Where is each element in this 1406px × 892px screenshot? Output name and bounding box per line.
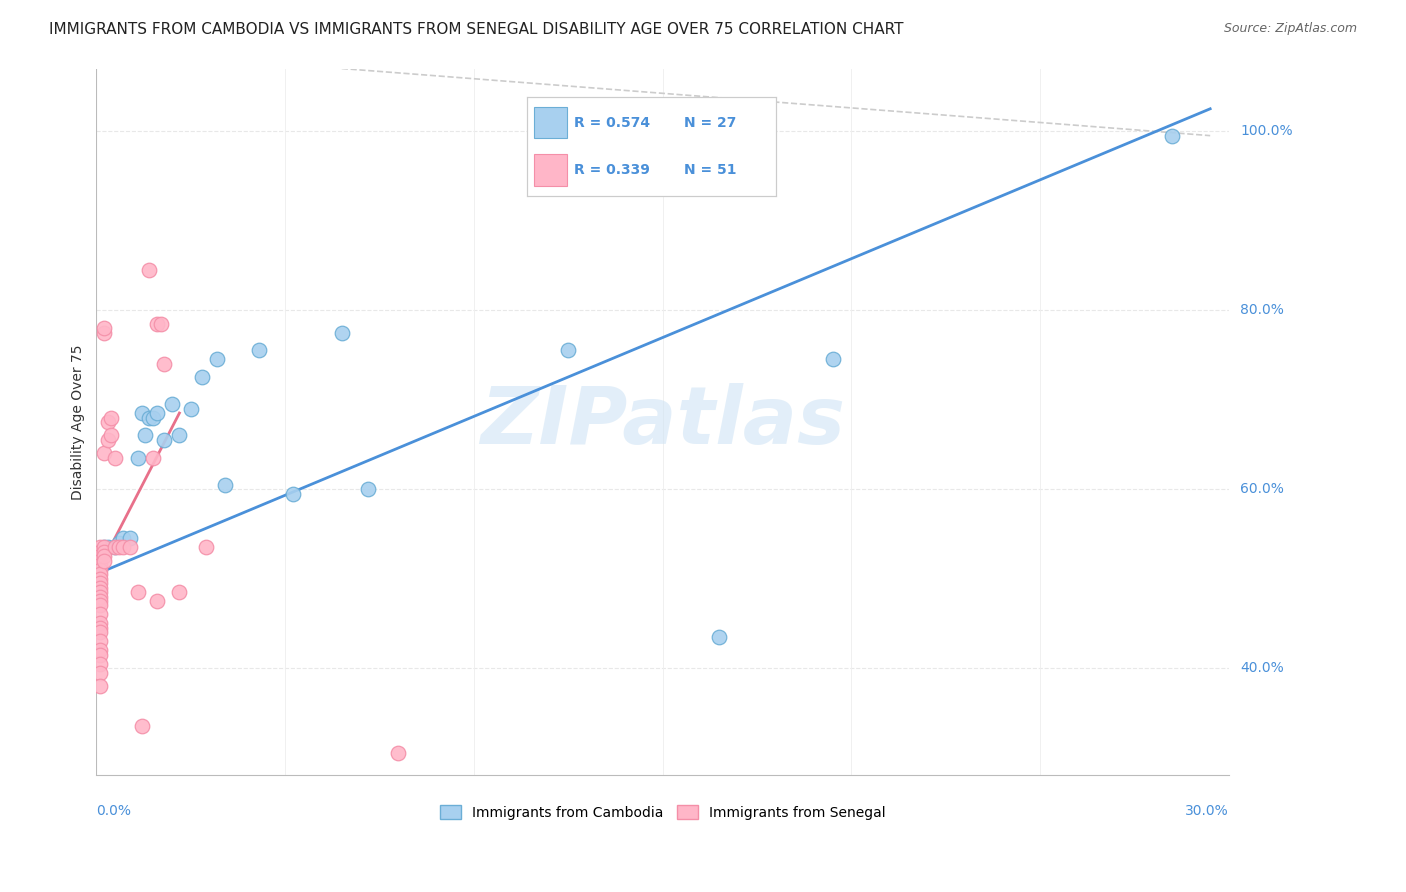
Point bbox=[108, 541, 131, 555]
Point bbox=[145, 406, 167, 420]
Point bbox=[89, 634, 111, 648]
Point bbox=[214, 477, 236, 491]
Point bbox=[111, 532, 134, 546]
Point bbox=[97, 541, 120, 555]
Point bbox=[93, 541, 115, 555]
Point bbox=[89, 541, 111, 555]
Point bbox=[104, 541, 127, 555]
Point bbox=[281, 486, 304, 500]
Point bbox=[93, 549, 115, 564]
Point bbox=[89, 599, 111, 613]
Point bbox=[89, 625, 111, 640]
Text: 0.0%: 0.0% bbox=[97, 804, 131, 818]
Text: ZIPatlas: ZIPatlas bbox=[481, 383, 845, 461]
Point bbox=[153, 433, 176, 447]
Point bbox=[169, 428, 191, 442]
Point bbox=[194, 541, 217, 555]
Point bbox=[89, 590, 111, 604]
Point bbox=[93, 446, 115, 460]
Point bbox=[93, 554, 115, 568]
Text: 100.0%: 100.0% bbox=[1240, 124, 1294, 138]
Point bbox=[142, 450, 165, 465]
Point bbox=[131, 719, 153, 733]
Point bbox=[120, 532, 142, 546]
Point bbox=[93, 545, 115, 559]
Point bbox=[142, 410, 165, 425]
Point bbox=[330, 326, 353, 340]
Point bbox=[97, 415, 120, 429]
Point bbox=[108, 536, 131, 550]
Point bbox=[89, 665, 111, 680]
Point bbox=[89, 545, 111, 559]
Point bbox=[357, 482, 380, 496]
Point bbox=[1161, 128, 1184, 143]
Point bbox=[104, 541, 127, 555]
Point bbox=[104, 450, 127, 465]
Point bbox=[138, 263, 160, 277]
Text: Source: ZipAtlas.com: Source: ZipAtlas.com bbox=[1223, 22, 1357, 36]
Point bbox=[89, 679, 111, 693]
Point bbox=[149, 317, 172, 331]
Point bbox=[89, 607, 111, 622]
Point bbox=[145, 594, 167, 608]
Point bbox=[89, 554, 111, 568]
Y-axis label: Disability Age Over 75: Disability Age Over 75 bbox=[72, 344, 86, 500]
Point bbox=[120, 541, 142, 555]
Point bbox=[89, 585, 111, 599]
Point bbox=[89, 648, 111, 662]
Point bbox=[89, 594, 111, 608]
Point bbox=[709, 630, 731, 644]
Point bbox=[100, 428, 122, 442]
Point bbox=[89, 563, 111, 577]
Point bbox=[93, 541, 115, 555]
Point bbox=[100, 410, 122, 425]
Point bbox=[138, 410, 160, 425]
Point bbox=[191, 370, 214, 384]
Point bbox=[89, 567, 111, 582]
Text: 40.0%: 40.0% bbox=[1240, 661, 1284, 675]
Point bbox=[205, 352, 228, 367]
Point bbox=[89, 549, 111, 564]
Point bbox=[89, 643, 111, 657]
Legend: Immigrants from Cambodia, Immigrants from Senegal: Immigrants from Cambodia, Immigrants fro… bbox=[434, 799, 891, 825]
Point bbox=[247, 343, 270, 358]
Point bbox=[821, 352, 844, 367]
Point bbox=[134, 428, 156, 442]
Text: 80.0%: 80.0% bbox=[1240, 303, 1284, 318]
Point bbox=[89, 558, 111, 573]
Point bbox=[89, 621, 111, 635]
Point bbox=[89, 576, 111, 591]
Point bbox=[127, 585, 149, 599]
Point bbox=[180, 401, 202, 416]
Point bbox=[97, 433, 120, 447]
Point bbox=[131, 406, 153, 420]
Point bbox=[127, 450, 149, 465]
Point bbox=[169, 585, 191, 599]
Point bbox=[93, 326, 115, 340]
Point bbox=[387, 746, 409, 760]
Point bbox=[111, 541, 134, 555]
Point bbox=[160, 397, 183, 411]
Point bbox=[89, 572, 111, 586]
Text: IMMIGRANTS FROM CAMBODIA VS IMMIGRANTS FROM SENEGAL DISABILITY AGE OVER 75 CORRE: IMMIGRANTS FROM CAMBODIA VS IMMIGRANTS F… bbox=[49, 22, 904, 37]
Point bbox=[557, 343, 579, 358]
Point bbox=[93, 321, 115, 335]
Point bbox=[145, 317, 167, 331]
Text: 30.0%: 30.0% bbox=[1185, 804, 1229, 818]
Text: 60.0%: 60.0% bbox=[1240, 482, 1284, 496]
Point bbox=[89, 657, 111, 671]
Point bbox=[89, 581, 111, 595]
Point bbox=[153, 357, 176, 371]
Point bbox=[89, 616, 111, 631]
